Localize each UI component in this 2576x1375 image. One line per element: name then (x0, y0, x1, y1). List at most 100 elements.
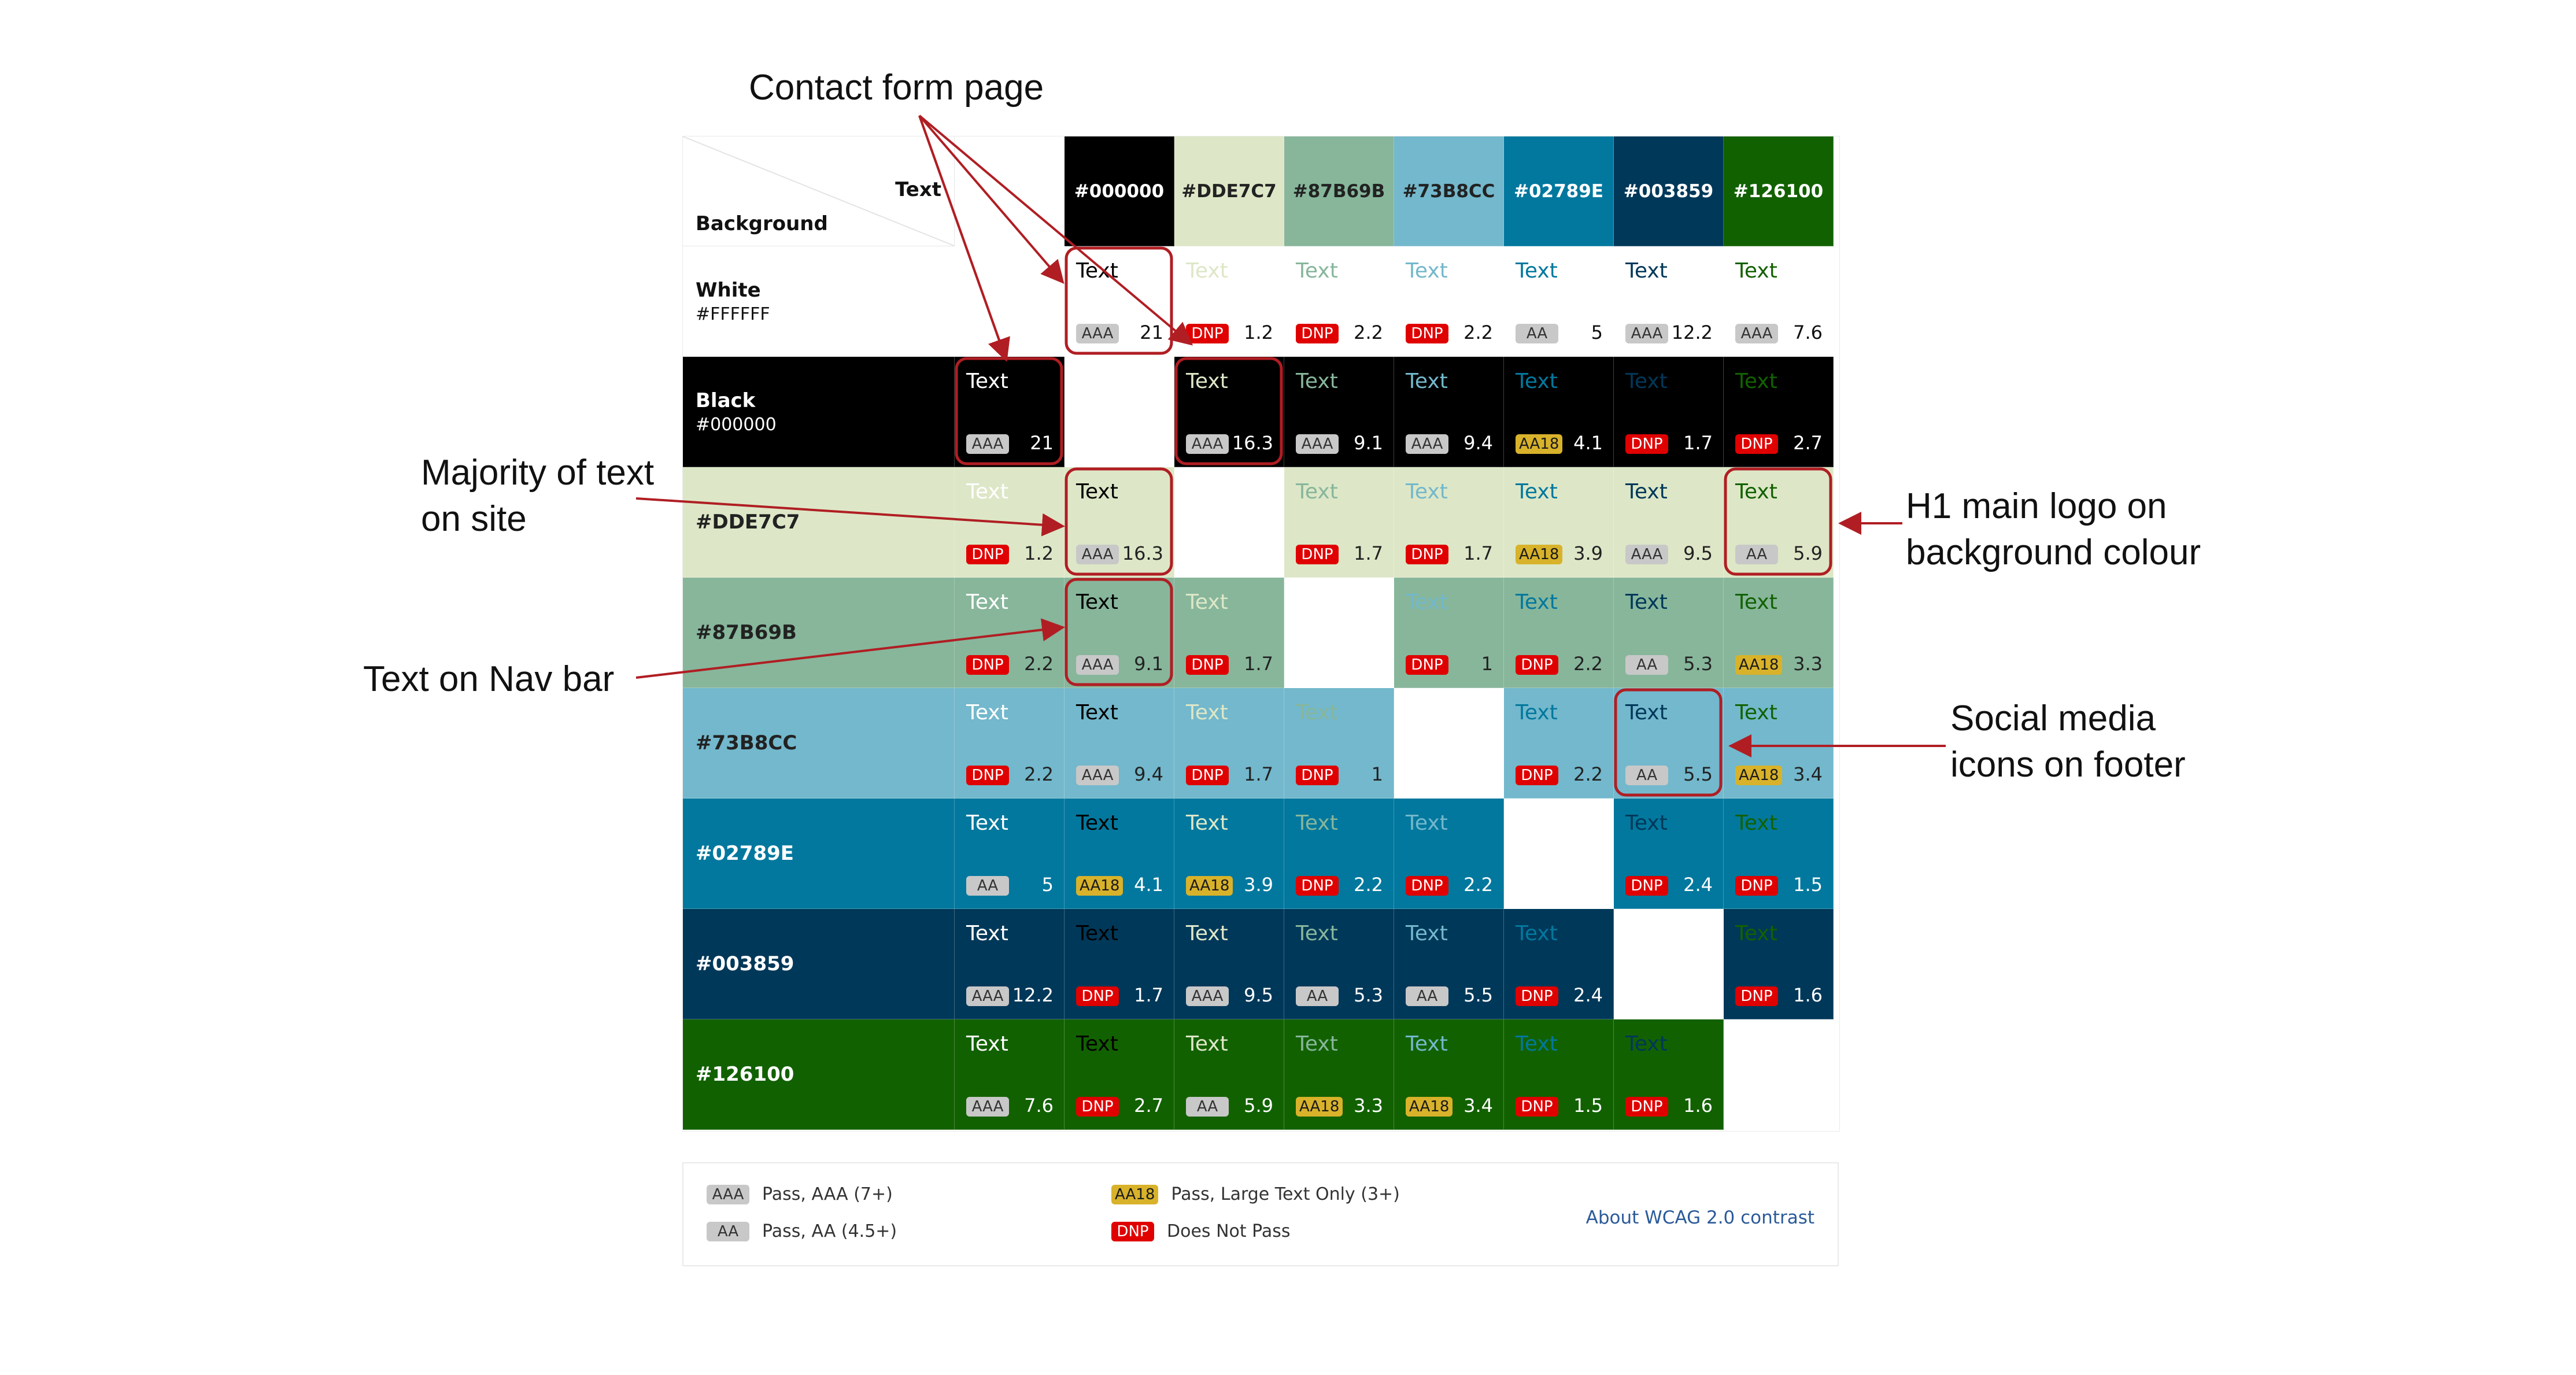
sample-text: Text (966, 369, 1008, 393)
highlight-box (1065, 578, 1173, 686)
contrast-cell: Text AA18 3.3 (1724, 578, 1834, 688)
legend-item-dnp: DNP Does Not Pass (1111, 1221, 1291, 1241)
rating-badge: DNP (1625, 434, 1668, 454)
contrast-ratio: 4.1 (1134, 874, 1163, 896)
contrast-cell: Text DNP 2.2 (1504, 688, 1614, 799)
contrast-cell: Text AAA 16.3 (1174, 357, 1284, 467)
sample-text: Text (1516, 369, 1558, 393)
rating-badge: DNP (1516, 766, 1558, 785)
rating-badge: AAA (1076, 324, 1119, 343)
rating-badge: AA18 (1516, 434, 1563, 454)
legend-badge: AA (707, 1221, 749, 1241)
contrast-cell: Text AAA 9.1 (1284, 357, 1394, 467)
sample-text: Text (1516, 590, 1558, 614)
annotation-h1-logo: H1 main logo on background colour (1906, 483, 2201, 576)
row-header: White #FFFFFF (683, 246, 955, 357)
sample-text: Text (1186, 369, 1228, 393)
about-wcag-link[interactable]: About WCAG 2.0 contrast (1585, 1207, 1814, 1228)
sample-text: Text (1406, 1032, 1448, 1056)
rating-badge: DNP (1296, 766, 1339, 785)
contrast-cell: Text DNP 1.7 (1174, 688, 1284, 799)
rating-badge: AAA (1625, 545, 1668, 564)
rating-badge: AAA (966, 1097, 1009, 1117)
sample-text: Text (966, 1032, 1008, 1056)
rating-badge: AA (1406, 986, 1448, 1006)
contrast-ratio: 1.7 (1463, 542, 1493, 564)
annotation-line: Majority of text (421, 453, 655, 493)
contrast-cell: Text AA18 4.1 (1504, 357, 1614, 467)
column-header: #003859 (1614, 136, 1724, 246)
contrast-ratio: 3.3 (1354, 1095, 1383, 1117)
sample-text: Text (1296, 480, 1338, 504)
rating-badge: DNP (1076, 986, 1119, 1006)
rating-badge: DNP (1406, 876, 1448, 896)
legend-text: Pass, AAA (7+) (762, 1184, 893, 1204)
empty-cell (1394, 688, 1504, 799)
sample-text: Text (1735, 590, 1777, 614)
contrast-ratio: 2.2 (1024, 763, 1054, 785)
sample-text: Text (1186, 590, 1228, 614)
sample-text: Text (1735, 369, 1777, 393)
highlight-box (1065, 467, 1173, 576)
empty-cell (1284, 578, 1394, 688)
empty-cell (1504, 799, 1614, 909)
rating-badge: AAA (1076, 655, 1119, 675)
column-header: #DDE7C7 (1174, 136, 1284, 246)
contrast-ratio: 9.1 (1354, 432, 1383, 454)
contrast-ratio: 3.9 (1244, 874, 1273, 896)
contrast-ratio: 2.7 (1134, 1095, 1163, 1117)
rating-badge: AA (1625, 655, 1668, 675)
contrast-ratio: 16.3 (1232, 432, 1273, 454)
contrast-ratio: 1.7 (1134, 984, 1163, 1006)
contrast-ratio: 5.5 (1683, 763, 1713, 785)
arrow-contact-3 (918, 114, 1065, 284)
rating-badge: AA18 (1186, 876, 1233, 896)
contrast-cell: Text AA 5 (955, 799, 1065, 909)
contrast-cell: Text DNP 1.7 (1614, 357, 1724, 467)
contrast-cell: Text AAA 12.2 (955, 909, 1065, 1019)
contrast-cell: Text DNP 2.4 (1504, 909, 1614, 1019)
annotation-line: Social media (1950, 698, 2156, 738)
contrast-cell: Text DNP 2.2 (1394, 246, 1504, 357)
contrast-cell: Text AA18 3.3 (1284, 1019, 1394, 1130)
contrast-cell: Text DNP 1.5 (1724, 799, 1834, 909)
sample-text: Text (1406, 922, 1448, 945)
highlight-box (1174, 357, 1283, 465)
contrast-cell: Text AA18 3.9 (1174, 799, 1284, 909)
column-header: #02789E (1504, 136, 1614, 246)
row-header: #126100 (683, 1019, 955, 1130)
contrast-ratio: 2.2 (1354, 874, 1383, 896)
contrast-ratio: 9.1 (1134, 653, 1163, 675)
legend: AAA Pass, AAA (7+) AA Pass, AA (4.5+) AA… (682, 1162, 1839, 1266)
contrast-ratio: 1.6 (1793, 984, 1823, 1006)
contrast-ratio: 2.2 (1463, 874, 1493, 896)
contrast-ratio: 5.9 (1793, 542, 1823, 564)
sample-text: Text (1406, 811, 1448, 835)
contrast-ratio: 1.7 (1244, 763, 1273, 785)
rating-badge: AA18 (1076, 876, 1123, 896)
contrast-cell: Text AAA 9.1 (1065, 578, 1174, 688)
contrast-ratio: 2.2 (1573, 763, 1603, 785)
rating-badge: DNP (1406, 655, 1448, 675)
contrast-cell: Text AAA 7.6 (955, 1019, 1065, 1130)
contrast-cell: Text DNP 1.5 (1504, 1019, 1614, 1130)
annotation-social-media: Social media icons on footer (1950, 696, 2186, 788)
row-header-label: Black (696, 389, 756, 412)
sample-text: Text (1076, 922, 1118, 945)
row-header: #73B8CC (683, 688, 955, 799)
contrast-ratio: 2.4 (1683, 874, 1713, 896)
highlight-box (955, 357, 1063, 465)
rating-badge: DNP (1296, 324, 1339, 343)
sample-text: Text (1735, 480, 1777, 504)
contrast-ratio: 2.7 (1793, 432, 1823, 454)
annotation-line: H1 main logo on (1906, 486, 2167, 526)
sample-text: Text (1296, 369, 1338, 393)
contrast-ratio: 2.2 (1024, 653, 1054, 675)
contrast-ratio: 4.1 (1573, 432, 1603, 454)
contrast-ratio: 1.7 (1354, 542, 1383, 564)
contrast-cell: Text DNP 1.6 (1614, 1019, 1724, 1130)
contrast-cell: Text AA18 3.4 (1394, 1019, 1504, 1130)
sample-text: Text (1516, 701, 1558, 725)
rating-badge: DNP (1296, 876, 1339, 896)
column-header: #126100 (1724, 136, 1834, 246)
